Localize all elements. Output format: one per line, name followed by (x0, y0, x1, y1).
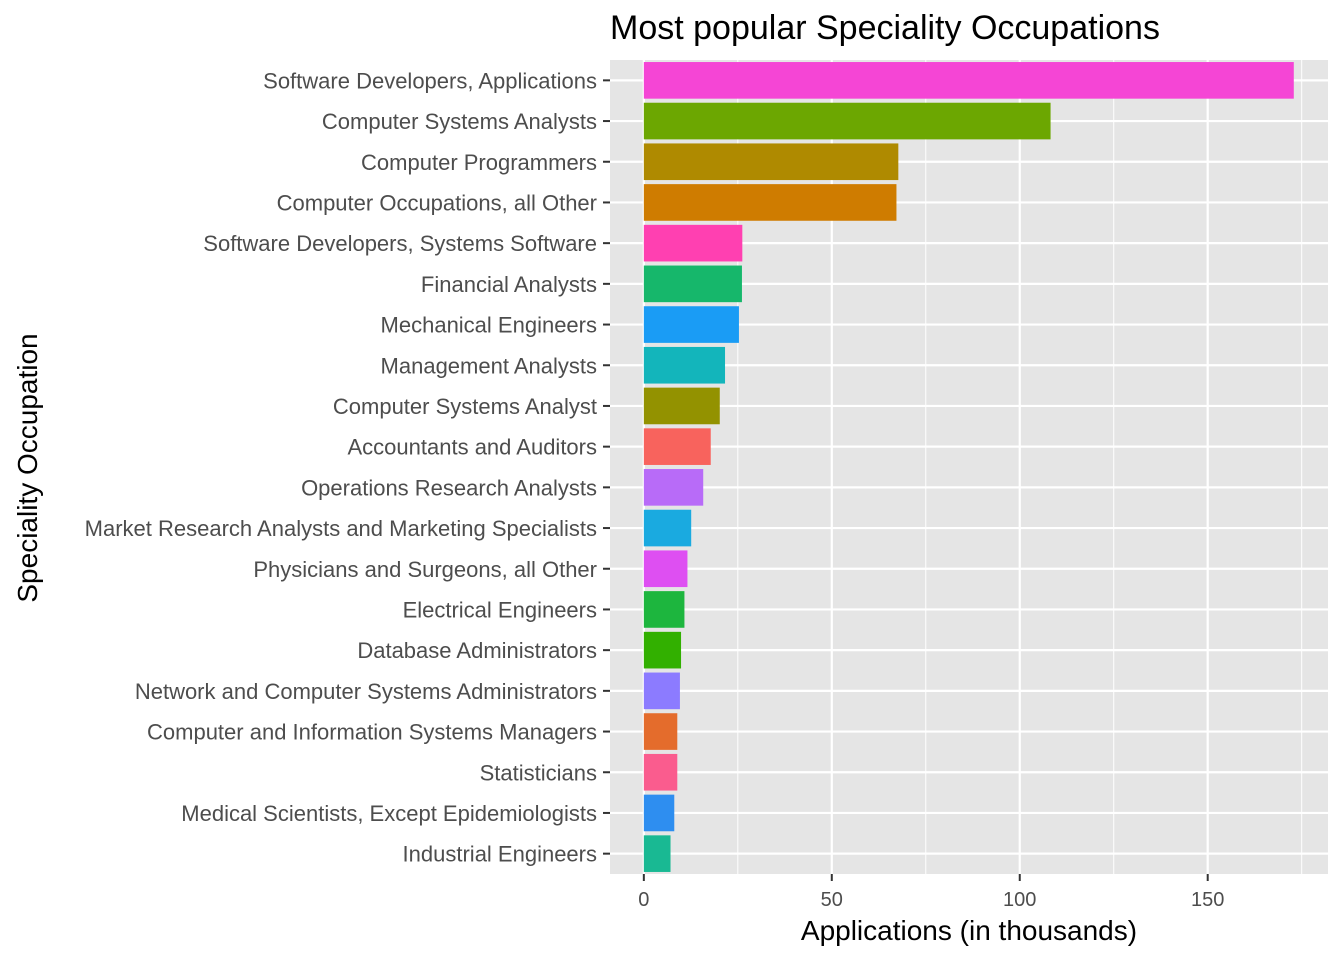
category-label: Computer Programmers (361, 150, 597, 175)
bar (643, 224, 743, 262)
category-label: Computer and Information Systems Manager… (147, 720, 597, 745)
x-tick-label: 100 (1003, 889, 1036, 911)
category-label: Network and Computer Systems Administrat… (135, 679, 597, 704)
category-label: Electrical Engineers (403, 597, 597, 622)
bar (643, 387, 720, 425)
category-label: Mechanical Engineers (381, 313, 597, 338)
category-label: Market Research Analysts and Marketing S… (85, 516, 597, 541)
x-axis: 0 50 100 150 (638, 874, 1224, 911)
category-label: Software Developers, Applications (263, 68, 597, 93)
category-label: Computer Occupations, all Other (277, 190, 597, 215)
bar (643, 631, 682, 669)
category-label: Medical Scientists, Except Epidemiologis… (181, 801, 597, 826)
x-tick-label: 0 (638, 889, 649, 911)
bar (643, 713, 678, 750)
category-label: Financial Analysts (421, 272, 597, 297)
bar (643, 794, 675, 832)
plot-panel (610, 60, 1328, 874)
bar (643, 265, 742, 303)
category-label: Physicians and Surgeons, all Other (253, 557, 597, 582)
bar (643, 591, 685, 628)
bar (643, 143, 899, 181)
bar (643, 428, 711, 465)
bar (643, 306, 739, 343)
bar (643, 509, 692, 547)
bar (643, 62, 1294, 99)
category-label: Statisticians (480, 760, 597, 785)
y-axis: Software Developers, Applications Compute… (85, 68, 610, 867)
bars (643, 62, 1294, 872)
bar (643, 550, 688, 588)
x-tick-label: 50 (821, 889, 843, 911)
bar (643, 753, 678, 791)
x-tick-label: 150 (1191, 889, 1224, 911)
bar (643, 184, 897, 221)
bar (643, 672, 680, 710)
category-label: Accountants and Auditors (348, 435, 598, 460)
bar (643, 102, 1051, 140)
bar (643, 835, 671, 872)
category-label: Management Analysts (381, 353, 597, 378)
bar (643, 469, 704, 506)
category-label: Industrial Engineers (403, 842, 597, 867)
category-label: Software Developers, Systems Software (203, 231, 597, 256)
category-label: Computer Systems Analysts (322, 109, 597, 134)
bar (643, 346, 726, 384)
panel-background (610, 60, 1328, 874)
x-axis-title: Applications (in thousands) (801, 915, 1137, 946)
y-axis-title: Speciality Occupation (12, 333, 43, 602)
category-label: Computer Systems Analyst (333, 394, 597, 419)
chart-title: Most popular Speciality Occupations (610, 9, 1160, 47)
category-label: Database Administrators (357, 638, 597, 663)
category-label: Operations Research Analysts (301, 475, 597, 500)
